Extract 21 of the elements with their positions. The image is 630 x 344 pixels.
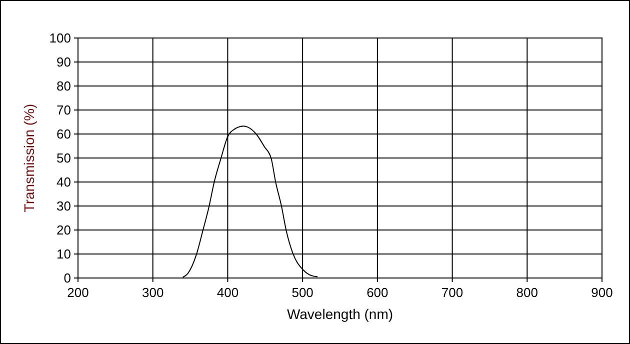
y-tick-label: 40 xyxy=(56,174,71,190)
y-tick-label: 10 xyxy=(56,246,71,262)
y-tick-label: 50 xyxy=(56,150,71,166)
x-tick-label: 200 xyxy=(67,285,89,300)
y-tick-label: 80 xyxy=(56,78,71,94)
x-tick-label: 700 xyxy=(441,285,464,300)
y-tick-label: 90 xyxy=(56,54,71,70)
x-tick-label: 400 xyxy=(216,285,239,300)
y-tick-label: 100 xyxy=(49,30,71,46)
x-axis-title: Wavelength (nm) xyxy=(286,306,394,322)
y-tick-label: 60 xyxy=(56,126,71,142)
x-tick-label: 900 xyxy=(591,285,613,300)
y-tick-label: 30 xyxy=(56,198,71,214)
y-tick-label: 20 xyxy=(56,222,71,238)
y-tick-label: 0 xyxy=(64,270,71,286)
x-tick-label: 500 xyxy=(292,285,314,300)
x-tick-label: 800 xyxy=(516,285,538,300)
y-axis-title: Transmission (%) xyxy=(21,104,37,212)
x-tick-label: 300 xyxy=(142,285,164,300)
y-tick-label: 70 xyxy=(56,102,71,118)
x-tick-label: 600 xyxy=(366,285,388,300)
